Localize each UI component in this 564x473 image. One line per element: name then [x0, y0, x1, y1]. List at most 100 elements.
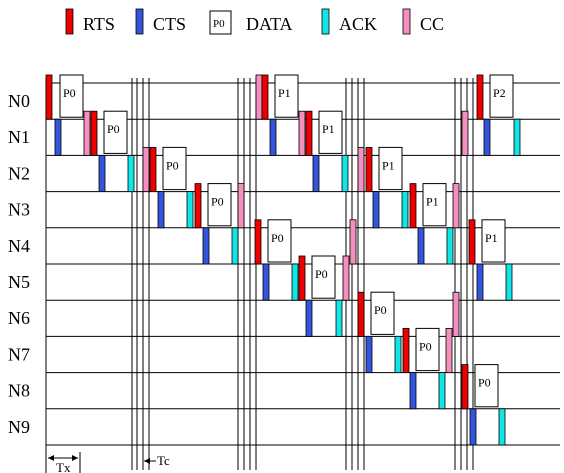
cc-mark [445, 327, 453, 373]
cts-mark [365, 335, 373, 373]
data-packet-label: P0 [315, 267, 328, 281]
rts-mark [305, 110, 313, 156]
rts-mark [298, 255, 306, 301]
cts-mark [54, 118, 62, 156]
cc-mark [255, 74, 263, 120]
node-label: N1 [8, 127, 30, 147]
ack-mark [186, 191, 194, 229]
data-packet-label: P0 [374, 303, 387, 317]
node-labels: N0 N1 N2 N3 N4 N5 N6 N7 N8 N9 [8, 91, 30, 437]
node-label: N7 [8, 344, 30, 364]
data-packet-box [59, 74, 84, 118]
data-packet-box [481, 219, 506, 263]
ack-mark [513, 118, 521, 156]
rts-mark [90, 110, 98, 156]
rts-mark [365, 146, 373, 192]
tc-arrow-head [144, 458, 150, 464]
cc-mark [461, 110, 469, 156]
data-packet-box [378, 146, 403, 191]
node-label: N8 [8, 381, 30, 401]
data-packet-label: P0 [211, 195, 224, 209]
node-label: N5 [8, 272, 30, 292]
cts-mark [157, 191, 165, 229]
data-packet-label: P1 [322, 122, 335, 136]
ack-mark [438, 372, 446, 410]
rts-mark [194, 183, 202, 229]
cts-mark [483, 118, 491, 156]
rts-mark [261, 74, 269, 120]
data-packet-label: P0 [419, 339, 432, 353]
legend-swatch-rts [65, 8, 74, 35]
data-packet-box [415, 327, 440, 372]
data-packet-label: P1 [278, 86, 291, 100]
legend-box-text: P0 [213, 18, 225, 30]
legend-swatch-cts [135, 8, 144, 35]
rts-mark [149, 146, 157, 192]
cts-mark [269, 118, 277, 156]
data-packet-box [311, 255, 336, 299]
data-packet-label: P1 [485, 231, 498, 245]
cts-mark [476, 263, 484, 301]
ack-mark [498, 408, 506, 446]
rts-mark [45, 74, 53, 120]
timing-marks: P0 P0 P0 P0 P0 P1 P1 P1 P1 P1 P0 P0 P0 P0 P2 [45, 74, 521, 446]
rts-mark [357, 291, 365, 337]
data-packet-box [267, 219, 292, 263]
cts-mark [262, 263, 270, 301]
ack-mark [341, 154, 349, 192]
legend-label-rts: RTS [83, 14, 115, 34]
data-packet-label: P1 [426, 195, 439, 209]
ack-mark [335, 299, 343, 337]
rts-mark [402, 327, 410, 373]
ack-mark [291, 263, 299, 301]
cc-mark [349, 219, 357, 265]
cc-mark [357, 146, 365, 192]
cc-mark [342, 255, 350, 301]
rts-mark [468, 219, 476, 265]
legend: RTS CTS P0 DATA ACK CC [65, 8, 444, 35]
ack-mark [231, 227, 239, 265]
cts-mark [98, 154, 106, 192]
data-packet-box [489, 74, 514, 118]
cc-mark [83, 110, 91, 156]
cc-mark [298, 110, 306, 156]
data-packet-label: P2 [493, 86, 506, 100]
rts-mark [476, 74, 484, 120]
ack-mark [401, 191, 409, 229]
data-packet-box [370, 291, 395, 335]
rts-mark [409, 183, 417, 229]
cts-mark [409, 372, 417, 410]
cts-mark [469, 408, 477, 446]
data-packet-box [318, 110, 343, 154]
cc-mark [142, 146, 150, 192]
cc-mark [237, 183, 245, 229]
data-packet-label: P0 [107, 122, 120, 136]
data-packet-label: P0 [63, 86, 76, 100]
data-packet-label: P1 [382, 158, 395, 172]
cts-mark [305, 299, 313, 337]
tx-arrow-right [72, 455, 78, 461]
rts-mark [254, 219, 262, 265]
data-packet-box [422, 183, 447, 227]
node-label: N9 [8, 417, 30, 437]
ack-mark [394, 335, 402, 373]
data-packet-box [103, 110, 128, 154]
legend-swatch-cc [402, 8, 411, 35]
legend-swatch-data [209, 10, 232, 35]
cts-mark [417, 227, 425, 265]
cts-mark [312, 154, 320, 192]
legend-label-ack: ACK [339, 14, 377, 34]
data-packet-box [162, 146, 187, 191]
data-packet-label: P0 [166, 158, 179, 172]
legend-label-cts: CTS [153, 14, 186, 34]
tx-label: Tx [56, 460, 71, 473]
ack-mark [446, 227, 454, 265]
node-label: N4 [8, 236, 30, 256]
tc-label: Tc [157, 453, 170, 468]
cc-mark [452, 183, 460, 229]
data-packet-box [207, 183, 232, 227]
node-label: N0 [8, 91, 30, 111]
data-packet-box [474, 364, 499, 408]
ack-mark [127, 154, 135, 192]
